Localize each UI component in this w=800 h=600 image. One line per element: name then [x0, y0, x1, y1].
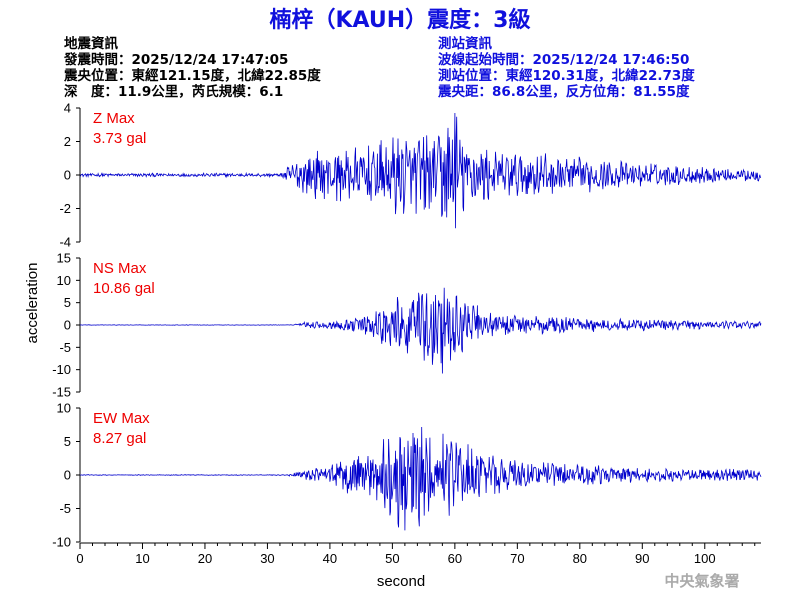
x-tick-label: 90 [635, 551, 649, 566]
x-axis-label: second [377, 573, 425, 590]
y-tick-label: -15 [52, 385, 71, 400]
y-tick-label: 0 [64, 318, 71, 333]
x-tick-label: 80 [573, 551, 587, 566]
panel-ew: -10 -5 0 5 10 EW Max 8.27 gal [52, 401, 762, 550]
y-tick-label: 10 [57, 401, 71, 416]
x-tick-label: 70 [510, 551, 524, 566]
y-tick-label: 5 [64, 295, 71, 310]
x-tick-label: 50 [385, 551, 399, 566]
y-tick-label: 2 [64, 134, 71, 149]
chart-title: 楠梓（KAUH）震度：3級 [270, 7, 531, 33]
origin-time: 發震時間：2025/12/24 17:47:05 [63, 51, 288, 68]
station-info: 測站資訊 波線起始時間：2025/12/24 17:46:50 測站位置：東經1… [437, 35, 695, 100]
y-tick-label: 10 [57, 273, 71, 288]
y-tick-label: -2 [59, 201, 71, 216]
max-value: 3.73 gal [93, 130, 146, 147]
earthquake-info: 地震資訊 發震時間：2025/12/24 17:47:05 震央位置：東經121… [63, 35, 321, 100]
x-tick-label: 20 [198, 551, 212, 566]
panel-z: -4 -2 0 2 4 Z Max 3.73 gal [59, 101, 762, 250]
agency-name: 中央氣象署 [664, 572, 739, 590]
y-tick-label: -4 [59, 235, 71, 250]
max-value: 8.27 gal [93, 430, 146, 447]
max-value: 10.86 gal [93, 280, 155, 297]
panel-ns: -15 -10 -5 0 5 10 15 NS Max 10.86 gal [52, 251, 762, 400]
waveform-start-time: 波線起始時間：2025/12/24 17:46:50 [438, 51, 689, 68]
station-location: 測站位置：東經120.31度，北緯22.73度 [438, 67, 695, 84]
waveform-trace-z [79, 112, 762, 229]
y-tick-label: -5 [59, 340, 71, 355]
y-tick-label: 0 [64, 468, 71, 483]
y-tick-label: 0 [64, 168, 71, 183]
x-tick-label: 0 [76, 551, 83, 566]
max-label: NS Max [93, 260, 147, 277]
station-info-heading: 測站資訊 [438, 35, 492, 52]
y-tick-label: -10 [52, 535, 71, 550]
y-tick-label: -10 [52, 362, 71, 377]
y-tick-label: 5 [64, 434, 71, 449]
y-tick-label: 15 [57, 251, 71, 266]
earthquake-info-heading: 地震資訊 [64, 35, 118, 52]
max-label: Z Max [93, 110, 135, 127]
epicenter-location: 震央位置：東經121.15度，北緯22.85度 [63, 67, 321, 84]
waveform-trace-ew [79, 426, 762, 531]
panels: -4 -2 0 2 4 Z Max 3.73 gal -15 -10 -5 0 5 10 15 NS Max… [52, 101, 762, 550]
x-tick-label: 100 [694, 551, 716, 566]
epicentral-distance: 震央距：86.8公里，反方位角：81.55度 [437, 83, 690, 100]
max-label: EW Max [93, 410, 150, 427]
waveform-trace-ns [79, 287, 762, 374]
x-tick-label: 30 [260, 551, 274, 566]
y-axis-label: acceleration [24, 263, 41, 344]
x-tick-label: 40 [323, 551, 337, 566]
y-tick-label: 4 [64, 101, 71, 116]
y-tick-label: -5 [59, 501, 71, 516]
x-tick-label: 10 [135, 551, 149, 566]
depth-magnitude: 深 度：11.9公里，芮氏規模：6.1 [64, 83, 283, 100]
x-axis: 0 10 20 30 40 50 60 70 80 90 100 [76, 542, 761, 566]
x-tick-label: 60 [448, 551, 462, 566]
